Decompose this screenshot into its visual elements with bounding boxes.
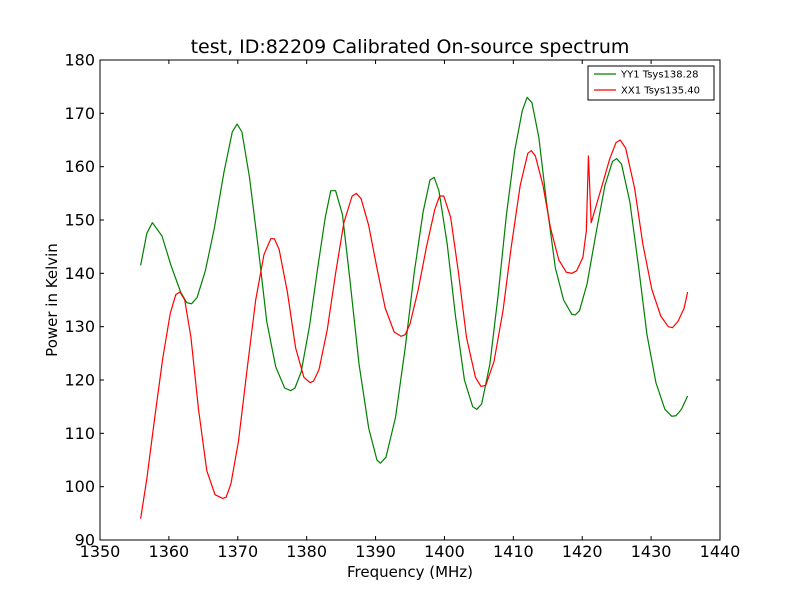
plot-frame <box>99 59 721 541</box>
y-tick-label: 90 <box>75 531 95 550</box>
legend: YY1 Tsys138.28 XX1 Tsys135.40 <box>587 65 715 101</box>
x-tick-label: 1380 <box>286 542 327 561</box>
y-tick-label: 170 <box>64 104 95 123</box>
plot-area <box>100 60 720 540</box>
x-tick-label: 1440 <box>700 542 741 561</box>
series-line-yy1 <box>140 96 689 464</box>
legend-label-yy1: YY1 Tsys138.28 <box>620 70 699 81</box>
x-tick-label: 1350 <box>80 542 121 561</box>
chart-title: test, ID:82209 Calibrated On-source spec… <box>191 36 630 58</box>
legend-box <box>587 65 715 101</box>
y-axis-label: Power in Kelvin <box>43 243 61 357</box>
x-tick-label: 1430 <box>631 542 672 561</box>
x-tick-label: 1410 <box>493 542 534 561</box>
y-tick-label: 160 <box>64 157 95 176</box>
y-tick-label: 150 <box>64 211 95 230</box>
series-line-xx1 <box>140 139 689 519</box>
x-tick-label: 1370 <box>217 542 258 561</box>
x-axis-label: Frequency (MHz) <box>347 563 473 581</box>
ticks-layer: 1350 1360 1370 1380 1390 1400 1410 1420 1430 1440… <box>64 51 740 562</box>
y-tick-label: 120 <box>64 371 95 390</box>
y-tick-label: 140 <box>64 264 95 283</box>
x-tick-label: 1360 <box>149 542 190 561</box>
y-tick-label: 130 <box>64 317 95 336</box>
legend-label-xx1: XX1 Tsys135.40 <box>621 86 700 97</box>
x-tick-label: 1400 <box>424 542 465 561</box>
x-tick-label: 1420 <box>562 542 603 561</box>
y-tick-label: 100 <box>64 477 95 496</box>
series-layer <box>140 96 689 519</box>
y-tick-label: 180 <box>64 51 95 70</box>
x-tick-label: 1390 <box>355 542 396 561</box>
y-tick-label: 110 <box>64 424 95 443</box>
